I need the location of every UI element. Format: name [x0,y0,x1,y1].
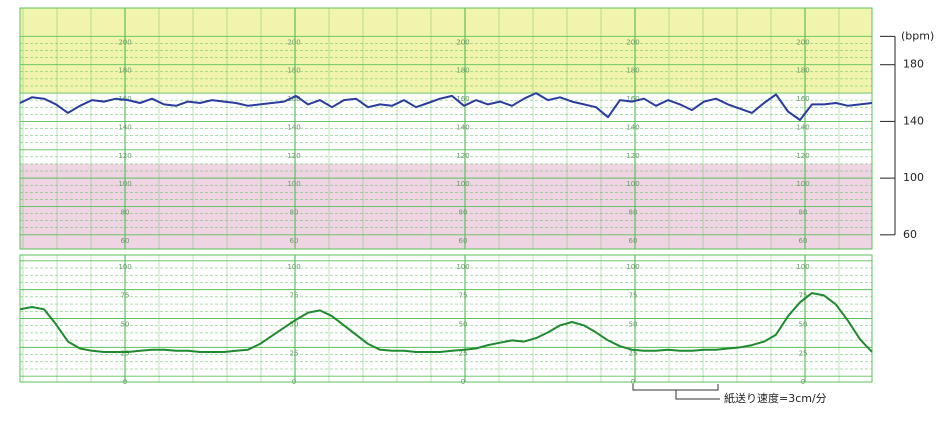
bracket [632,384,720,400]
inner-tick-label: 200 [118,38,131,46]
inner-tick-label: 25 [799,349,808,357]
inner-tick-label: 60 [629,237,638,245]
paper-speed-bracket [632,384,720,400]
inner-tick-label: 50 [459,321,468,329]
inner-tick-label: 50 [121,321,130,329]
inner-tick-label: 80 [121,208,130,216]
inner-tick-label: 100 [118,180,131,188]
inner-tick-label: 180 [796,67,809,75]
inner-tick-label: 60 [290,237,299,245]
inner-tick-label: 120 [626,152,639,160]
inner-tick-label: 0 [123,378,127,386]
y2-tick-label: 140 [903,114,924,127]
inner-tick-label: 100 [287,263,300,271]
inner-tick-label: 0 [801,378,805,386]
inner-tick-label: 100 [796,263,809,271]
inner-tick-label: 120 [796,152,809,160]
inner-tick-label: 25 [629,349,638,357]
inner-tick-label: 140 [287,123,300,131]
inner-tick-label: 200 [796,38,809,46]
inner-tick-label: 50 [799,321,808,329]
inner-tick-label: 25 [459,349,468,357]
inner-tick-label: 75 [459,292,468,300]
inner-tick-label: 120 [287,152,300,160]
inner-tick-label: 180 [456,67,469,75]
inner-tick-label: 50 [629,321,638,329]
inner-tick-label: 100 [118,263,131,271]
inner-tick-label: 160 [287,95,300,103]
inner-tick-label: 75 [121,292,130,300]
inner-tick-label: 100 [456,263,469,271]
inner-tick-label: 75 [799,292,808,300]
inner-tick-label: 80 [290,208,299,216]
inner-tick-label: 60 [799,237,808,245]
inner-tick-label: 100 [796,180,809,188]
inner-tick-label: 100 [626,180,639,188]
inner-tick-label: 75 [629,292,638,300]
inner-tick-label: 25 [290,349,299,357]
inner-tick-label: 140 [626,123,639,131]
inner-tick-label: 0 [292,378,296,386]
inner-tick-label: 200 [287,38,300,46]
panel-border [19,7,873,250]
inner-tick-label: 160 [796,95,809,103]
inner-tick-label: 160 [456,95,469,103]
inner-tick-label: 60 [121,237,130,245]
inner-tick-label: 25 [121,349,130,357]
inner-tick-label: 180 [626,67,639,75]
inner-tick-label: 100 [626,263,639,271]
inner-tick-label: 100 [287,180,300,188]
annotation: 紙送り速度=3cm/分 [724,391,827,405]
inner-tick-label: 200 [626,38,639,46]
inner-tick-label: 180 [118,67,131,75]
series-line [19,92,873,121]
inner-tick-label: 140 [456,123,469,131]
inner-tick-label: 120 [118,152,131,160]
inner-tick-label: 0 [461,378,465,386]
inner-tick-label: 140 [118,123,131,131]
inner-tick-label: 160 [626,95,639,103]
inner-tick-label: 80 [459,208,468,216]
inner-tick-label: 80 [629,208,638,216]
inner-tick-label: 140 [796,123,809,131]
inner-tick-label: 75 [290,292,299,300]
inner-tick-label: 60 [459,237,468,245]
inner-tick-label: 100 [456,180,469,188]
y-axis-label: (bpm) [901,29,934,42]
inner-tick-label: 120 [456,152,469,160]
inner-tick-label: 80 [799,208,808,216]
y2-tick-label: 100 [903,171,924,184]
inner-tick-label: 50 [290,321,299,329]
y2-tick-label: 180 [903,58,924,71]
inner-tick-label: 200 [456,38,469,46]
panel-border [19,254,873,383]
inner-tick-label: 180 [287,67,300,75]
y2-tick-label: 60 [903,228,917,241]
inner-tick-label: 0 [631,378,635,386]
series-line [19,292,873,353]
